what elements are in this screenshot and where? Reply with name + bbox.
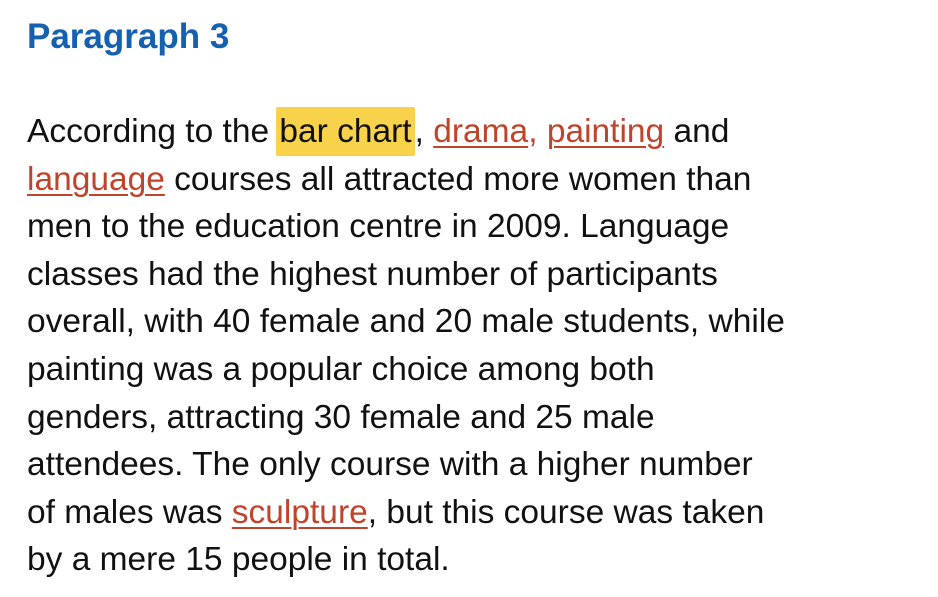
vocab-link-drama[interactable]: drama <box>433 113 529 150</box>
text-segment <box>424 113 433 150</box>
text-segment: of males was <box>27 493 232 531</box>
text-segment: , but this course was taken <box>367 493 765 531</box>
text-segment: courses all attracted more women than <box>164 160 752 198</box>
text-line-6: painting was a popular choice among both <box>27 350 655 388</box>
text-segment <box>538 113 547 150</box>
text-segment: and <box>664 113 730 150</box>
text-line-1: According to the bar chart, drama, paint… <box>27 107 932 156</box>
text-line-9: of males was sculpture, but this course … <box>27 489 932 537</box>
vocab-link-language[interactable]: language <box>27 160 165 198</box>
highlighted-phrase-bar-chart: bar chart <box>276 107 415 156</box>
text-segment: , <box>528 113 538 150</box>
text-line-10: by a mere 15 people in total. <box>27 541 450 579</box>
text-segment: According to the <box>27 113 279 150</box>
text-line-4: classes had the highest number of partic… <box>27 255 718 293</box>
vocab-link-painting[interactable]: painting <box>546 113 665 150</box>
paragraph-heading: Paragraph 3 <box>27 17 230 56</box>
vocab-link-sculpture[interactable]: sculpture <box>231 493 368 531</box>
paragraph-body: According to the bar chart, drama, paint… <box>27 107 932 584</box>
text-line-5: overall, with 40 female and 20 male stud… <box>27 303 785 341</box>
text-line-2: language courses all attracted more wome… <box>27 156 932 204</box>
text-segment: , <box>414 113 424 150</box>
text-line-8: attendees. The only course with a higher… <box>27 446 753 484</box>
text-line-3: men to the education centre in 2009. Lan… <box>27 208 730 246</box>
text-line-7: genders, attracting 30 female and 25 mal… <box>27 398 655 436</box>
